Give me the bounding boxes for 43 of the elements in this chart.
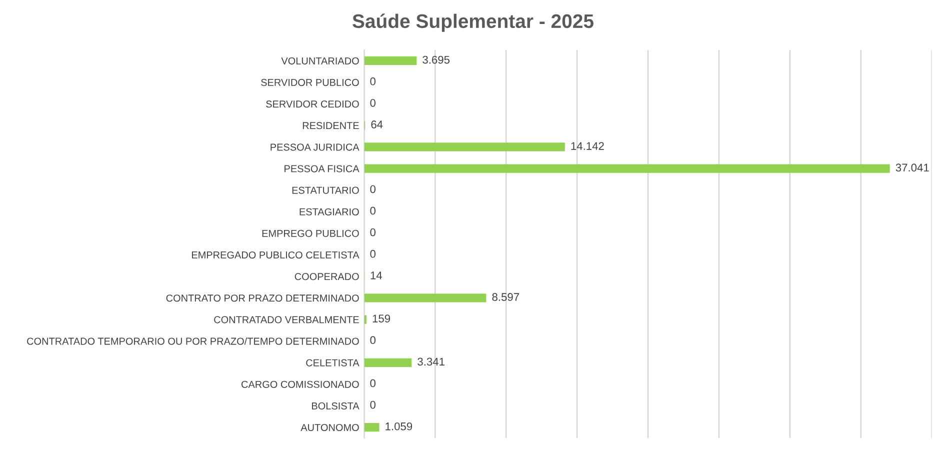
chart-title: Saúde Suplementar - 2025 [352,14,594,32]
data-label: 1.059 [386,422,412,430]
data-label: 8.597 [492,293,520,301]
data-label: 64 [371,120,383,128]
bar [364,358,412,367]
data-label: 0 [370,336,376,344]
y-tick-label: SERVIDOR CEDIDO [266,100,359,108]
y-tick-label: BOLSISTA [312,402,360,410]
bar [364,142,565,152]
y-tick-label: SERVIDOR PUBLICO [261,78,359,86]
y-tick-label: COOPERADO [294,273,359,280]
data-label: 0 [370,98,376,107]
bar [364,294,486,302]
data-label: 159 [372,314,390,322]
data-label: 0 [370,228,376,236]
bar [364,164,890,173]
bar [364,56,417,66]
y-tick-label: ESTAGIARIO [300,208,359,216]
data-label: 0 [370,379,376,388]
y-tick-label: CELETISTA [306,359,360,366]
data-label: 0 [370,185,376,194]
data-label: 0 [370,250,376,258]
y-tick-label: CONTRATO POR PRAZO DETERMINADO [166,294,359,302]
y-tick-label: CONTRATADO TEMPORARIO OU POR PRAZO/TEMPO DETERMINADO [27,337,359,345]
y-tick-label: CONTRATADO VERBALMENTE [214,316,359,324]
data-label: 3.341 [418,358,444,366]
data-label: 0 [370,77,376,86]
y-tick-label: ESTATUTARIO [292,186,359,194]
y-tick-label: EMPREGO PUBLICO [262,230,359,237]
y-tick-label: VOLUNTARIADO [281,57,359,64]
data-label: 37.041 [896,164,929,172]
data-label: 14.142 [571,142,604,150]
data-label: 0 [370,400,376,409]
data-label: 14 [370,272,382,280]
y-tick-label: EMPREGADO PUBLICO CELETISTA [192,251,360,259]
y-tick-label: PESSOA JURIDICA [270,144,360,151]
y-tick-label: PESSOA FISICA [284,165,360,172]
y-tick-label: RESIDENTE [302,122,359,130]
data-label: 3.695 [422,56,450,64]
data-label: 0 [370,206,376,215]
y-tick-label: CARGO COMISSIONADO [242,380,359,388]
bar [364,423,380,432]
y-tick-label: AUTONOMO [300,424,359,432]
